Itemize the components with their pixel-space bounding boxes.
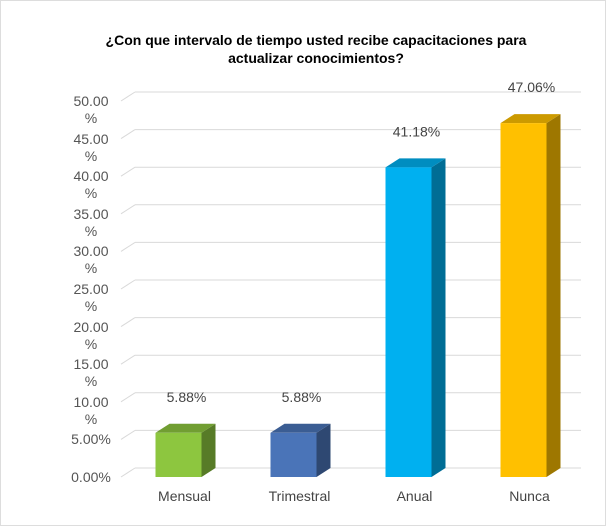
grid-line	[120, 392, 136, 403]
grid-line	[120, 129, 136, 140]
grid-line	[120, 241, 136, 252]
y-tick-label: 45.00 %	[73, 130, 109, 164]
grid-line	[120, 429, 136, 440]
value-label: 5.88%	[167, 389, 207, 405]
bar-side	[546, 114, 561, 478]
bar-top	[500, 114, 561, 124]
y-tick-label: 40.00 %	[73, 168, 109, 202]
y-tick-label: 20.00 %	[73, 318, 109, 352]
bar	[500, 123, 547, 478]
value-label: 5.88%	[282, 389, 322, 405]
grid-line	[120, 204, 136, 215]
bar-side	[201, 423, 216, 477]
chart-title: ¿Con que intervalo de tiempo usted recib…	[105, 32, 527, 66]
bar-side	[316, 423, 331, 477]
y-tick-label: 10.00 %	[73, 393, 109, 427]
y-tick-label: 25.00 %	[73, 281, 109, 314]
x-tick-label: Nunca	[509, 488, 550, 504]
grid-line	[120, 317, 136, 328]
grid-line	[120, 166, 136, 177]
value-label: 41.18%	[393, 123, 440, 139]
y-tick-label: 5.00%	[71, 431, 111, 448]
bar	[385, 167, 432, 477]
y-tick-label: 0.00%	[71, 469, 111, 485]
value-label: 47.06%	[508, 79, 555, 95]
grid-line	[120, 279, 136, 290]
x-tick-label: Trimestral	[269, 488, 331, 504]
x-tick-label: Mensual	[158, 488, 211, 504]
y-tick-label: 15.00 %	[73, 356, 109, 390]
y-tick-label: 30.00 %	[73, 243, 109, 277]
grid-line	[120, 354, 136, 365]
bar	[270, 432, 317, 477]
y-tick-label: 50.00 %	[73, 93, 109, 126]
bar-top	[385, 158, 446, 168]
grid-line	[120, 467, 136, 478]
bar-side	[431, 158, 446, 477]
bar-top	[155, 423, 216, 433]
bar-top	[270, 423, 331, 433]
y-tick-label: 35.00 %	[73, 205, 109, 239]
grid-line	[120, 91, 136, 102]
x-tick-label: Anual	[397, 488, 433, 504]
bar	[155, 432, 202, 477]
